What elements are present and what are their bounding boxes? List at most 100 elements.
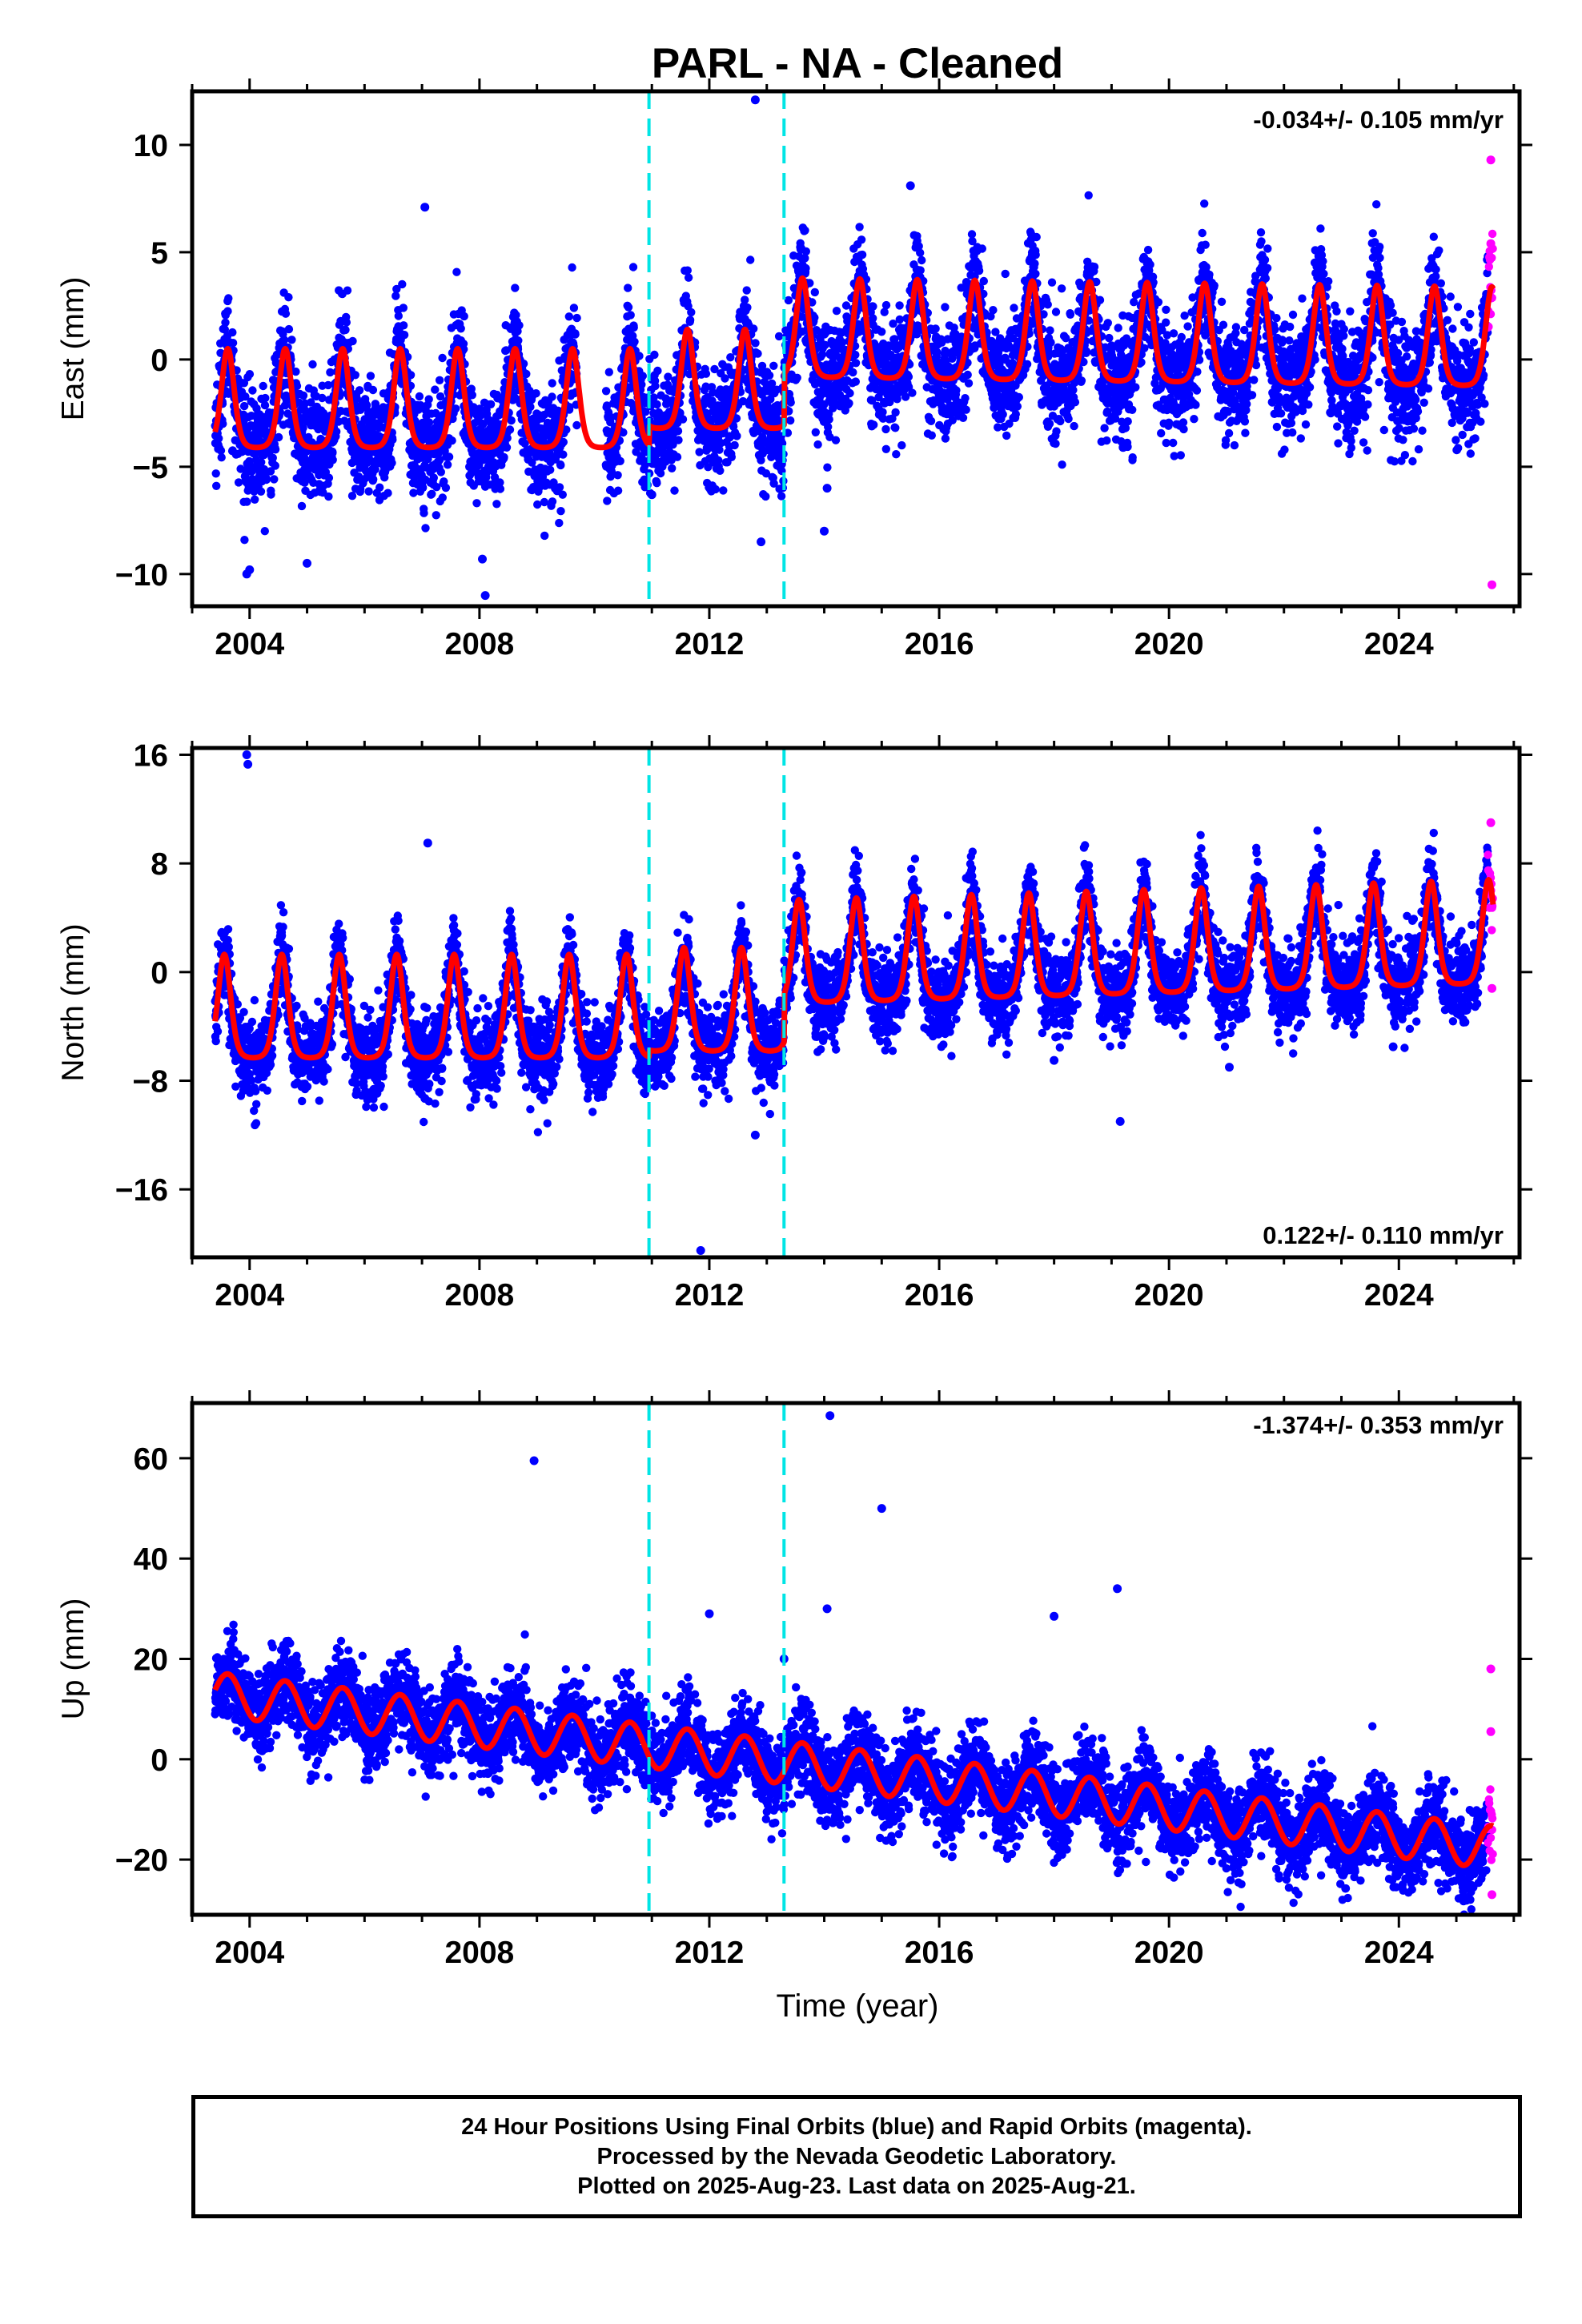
- data-point: [916, 266, 925, 275]
- data-point: [342, 318, 351, 327]
- data-point: [239, 401, 249, 411]
- data-point: [387, 458, 396, 468]
- data-point: [908, 388, 917, 397]
- data-point: [1217, 297, 1227, 306]
- data-point: [332, 427, 341, 436]
- data-point: [375, 483, 384, 492]
- data-point: [556, 460, 565, 470]
- data-point: [383, 489, 392, 497]
- data-point: [857, 235, 866, 244]
- data-point: [355, 386, 364, 395]
- data-point: [624, 303, 633, 312]
- data-point: [555, 518, 564, 528]
- data-point: [765, 371, 774, 380]
- data-point: [548, 379, 556, 388]
- data-point: [514, 336, 523, 345]
- data-point: [1014, 392, 1024, 402]
- data-point: [268, 453, 277, 462]
- data-point: [964, 379, 974, 388]
- data-point: [810, 287, 819, 297]
- data-point: [421, 524, 430, 533]
- data-point: [271, 461, 279, 470]
- data-point: [668, 464, 677, 472]
- data-point: [271, 445, 280, 454]
- data-point: [742, 286, 751, 295]
- data-point: [452, 404, 460, 413]
- data-point: [825, 415, 833, 424]
- data-point: [428, 489, 436, 498]
- data-point: [456, 324, 465, 333]
- data-point: [259, 381, 267, 391]
- data-point: [1090, 263, 1099, 271]
- data-point: [526, 402, 535, 412]
- data-point: [881, 424, 890, 434]
- data-point: [391, 292, 400, 300]
- data-point: [1146, 260, 1154, 269]
- data-point: [1193, 368, 1202, 376]
- data-point: [670, 486, 679, 495]
- data-point: [961, 394, 970, 403]
- data-point: [366, 372, 375, 380]
- data-point: [475, 404, 484, 413]
- data-point: [1058, 460, 1066, 469]
- data-point: [564, 312, 573, 321]
- data-point: [1230, 440, 1239, 450]
- data-point: [328, 448, 337, 457]
- data-point: [895, 315, 905, 324]
- data-point: [601, 387, 611, 396]
- data-point: [664, 372, 673, 381]
- data-point: [548, 392, 556, 401]
- data-point: [224, 294, 233, 303]
- data-point: [482, 472, 491, 482]
- data-point: [398, 279, 407, 289]
- data-point: [683, 266, 692, 275]
- data-point: [429, 473, 438, 482]
- data-point: [1047, 278, 1057, 287]
- data-point: [1045, 419, 1054, 428]
- data-point: [432, 511, 440, 520]
- data-point: [324, 473, 334, 482]
- data-point: [897, 440, 906, 450]
- data-point: [1114, 324, 1122, 332]
- data-point: [801, 247, 810, 256]
- data-point: [565, 403, 574, 412]
- data-point: [711, 485, 720, 494]
- data-point: [892, 450, 901, 459]
- data-point: [1154, 298, 1163, 307]
- data-point: [978, 244, 987, 253]
- data-point: [533, 500, 542, 509]
- data-point: [248, 386, 257, 395]
- data-point: [793, 373, 801, 382]
- data-point: [540, 497, 549, 507]
- data-point: [751, 339, 760, 348]
- data-point: [730, 440, 739, 450]
- data-point: [556, 507, 565, 516]
- data-point: [343, 286, 352, 295]
- data-point: [1082, 347, 1091, 356]
- data-point: [851, 359, 861, 368]
- data-point: [613, 486, 623, 495]
- data-point: [435, 376, 444, 384]
- data-point: [1046, 326, 1054, 335]
- data-point: [234, 478, 243, 487]
- data-point: [1164, 418, 1174, 427]
- data-point: [291, 367, 300, 376]
- data-point: [260, 527, 269, 536]
- data-point: [629, 323, 638, 332]
- data-point: [1128, 453, 1137, 462]
- data-point: [215, 434, 223, 443]
- data-point: [388, 435, 397, 444]
- data-point: [1143, 245, 1153, 255]
- data-point: [228, 328, 237, 337]
- data-point: [849, 368, 857, 377]
- data-point: [267, 490, 275, 499]
- data-point: [1010, 304, 1018, 312]
- data-point: [438, 353, 447, 363]
- data-point: [221, 318, 230, 327]
- data-point: [444, 452, 454, 461]
- data-point: [823, 463, 832, 472]
- data-point: [492, 500, 501, 509]
- data-point: [1011, 410, 1021, 419]
- data-point: [328, 456, 337, 464]
